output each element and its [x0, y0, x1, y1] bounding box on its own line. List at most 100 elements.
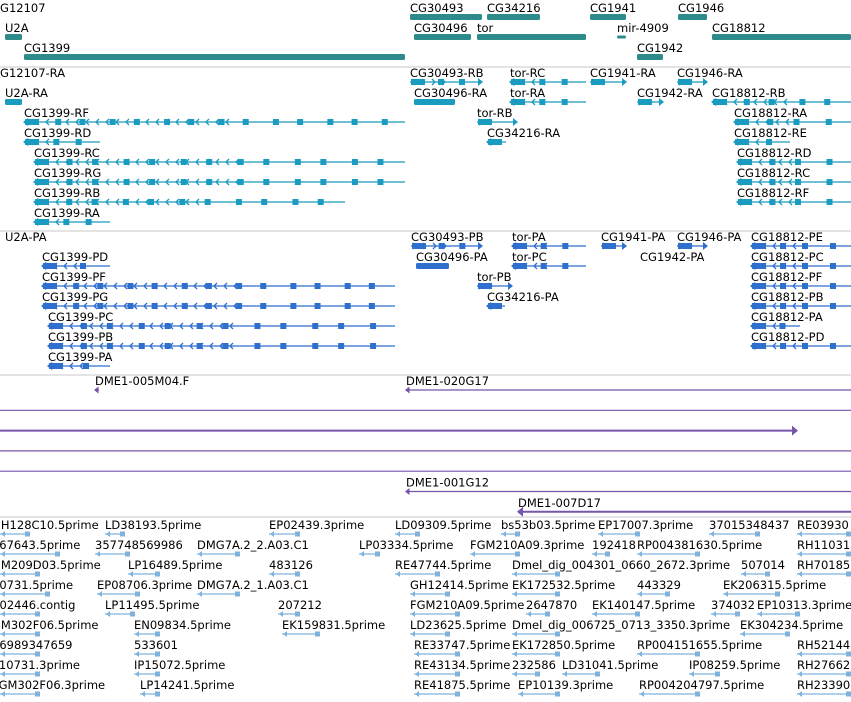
- feature-ests[interactable]: LP03334.5prime: [359, 538, 453, 557]
- feature-ests[interactable]: FGM302F06.3prime: [0, 678, 105, 697]
- feature-transcripts-2[interactable]: CG30496-PA: [416, 250, 488, 269]
- feature-transcripts-2[interactable]: tor-PB: [477, 270, 513, 290]
- feature-transcripts-2[interactable]: CG18812-PD: [750, 330, 851, 350]
- feature-ests[interactable]: RE03930: [797, 518, 851, 537]
- feature-ests[interactable]: LD23625.5prime: [410, 618, 506, 637]
- feature-ests[interactable]: RP004151655.5prime: [637, 638, 762, 657]
- feature-bar[interactable]: [24, 54, 405, 60]
- feature-transcripts-1[interactable]: CG1399-RC: [33, 146, 405, 166]
- feature-ests[interactable]: RH27662: [797, 658, 851, 677]
- feature-ests[interactable]: 483126: [269, 558, 313, 577]
- feature-genes[interactable]: CG30496: [414, 21, 471, 40]
- feature-ests[interactable]: EK206315.5prime: [723, 578, 826, 597]
- feature-bar[interactable]: [617, 35, 626, 39]
- feature-transcripts-1[interactable]: CG18812-RA: [733, 106, 851, 126]
- feature-genes[interactable]: CG1942: [637, 41, 683, 60]
- feature-transcripts-1[interactable]: CG30496-RA: [414, 86, 487, 105]
- feature-ests[interactable]: RH11031: [797, 538, 851, 557]
- feature-ests[interactable]: RE33747.5prime: [414, 638, 510, 657]
- feature-ests[interactable]: LD31041.5prime: [562, 658, 658, 677]
- feature-ests[interactable]: 374032: [711, 598, 755, 617]
- feature-genes[interactable]: CG18812: [712, 21, 851, 40]
- feature-genes[interactable]: mir-4909: [617, 21, 669, 39]
- feature-ests[interactable]: LD09309.5prime: [395, 518, 491, 537]
- feature-transcripts-1[interactable]: CG30493-RB: [410, 66, 484, 86]
- feature-transcripts-1[interactable]: CG18812-RB: [711, 86, 851, 106]
- feature-ests[interactable]: GH12414.5prime: [410, 578, 509, 597]
- feature-transcripts-1[interactable]: CG1942-RA: [637, 86, 703, 106]
- feature-ests[interactable]: FGM210A09.5prime: [410, 598, 524, 617]
- feature-transcripts-1[interactable]: CG18812-RE: [733, 126, 807, 146]
- feature-bar[interactable]: [414, 99, 455, 105]
- feature-transcripts-1[interactable]: CG12107-RA: [0, 66, 65, 80]
- feature-ests[interactable]: EP10139.3prime: [518, 678, 613, 697]
- feature-transcripts-1[interactable]: CG1399-RA: [33, 206, 110, 226]
- feature-ests[interactable]: RE41875.5prime: [414, 678, 510, 697]
- feature-genes[interactable]: U2A: [5, 21, 29, 40]
- feature-ests[interactable]: DMG7A.2_2.A03.C1: [197, 538, 309, 557]
- feature-ests[interactable]: EN09834.5prime: [134, 618, 231, 637]
- feature-transcripts-2[interactable]: CG18812-PF: [750, 270, 851, 290]
- feature-transcripts-2[interactable]: CG1399-PF: [41, 270, 395, 290]
- feature-clones[interactable]: DME1-007D17: [517, 496, 851, 517]
- feature-genes[interactable]: CG12107: [0, 1, 46, 15]
- feature-ests[interactable]: EK159831.5prime: [282, 618, 385, 637]
- feature-ests[interactable]: DMG7A.2_1.A03.C1: [197, 578, 309, 597]
- feature-ests[interactable]: P10731.3prime: [0, 658, 80, 677]
- feature-ests[interactable]: EK172850.5prime: [512, 638, 615, 657]
- feature-transcripts-1[interactable]: CG1399-RG: [33, 166, 405, 186]
- feature-transcripts-2[interactable]: CG1942-PA: [640, 250, 705, 264]
- feature-genes[interactable]: tor: [477, 21, 586, 40]
- feature-ests[interactable]: 533601: [134, 638, 178, 657]
- feature-ests[interactable]: RP004204797.5prime: [639, 678, 764, 697]
- feature-bar[interactable]: [477, 34, 586, 40]
- feature-bar[interactable]: [637, 54, 663, 60]
- feature-bar[interactable]: [487, 14, 540, 20]
- feature-ests[interactable]: FGM210A09.3prime: [470, 538, 584, 557]
- feature-transcripts-2[interactable]: CG1399-PB: [47, 330, 395, 350]
- feature-genes[interactable]: CG1399: [24, 41, 405, 60]
- feature-ests[interactable]: E67643.5prime: [0, 538, 80, 557]
- feature-ests[interactable]: 207212: [278, 598, 322, 617]
- feature-ests[interactable]: 232586: [512, 658, 556, 677]
- feature-ests[interactable]: EP02439.3prime: [269, 518, 364, 537]
- feature-ests[interactable]: LP16489.5prime: [128, 558, 222, 577]
- feature-transcripts-1[interactable]: CG1941-RA: [590, 66, 656, 86]
- feature-transcripts-2[interactable]: CG30493-PB: [411, 230, 484, 250]
- feature-ests[interactable]: RE43134.5prime: [414, 658, 510, 677]
- feature-ests[interactable]: IP08259.5prime: [689, 658, 780, 677]
- feature-bar[interactable]: [410, 14, 482, 20]
- feature-transcripts-2[interactable]: CG1941-PA: [601, 230, 666, 250]
- feature-ests[interactable]: EP17007.3prime: [598, 518, 693, 537]
- feature-transcripts-2[interactable]: U2A-PA: [5, 230, 47, 244]
- feature-ests[interactable]: RH23390: [797, 678, 851, 697]
- feature-clones[interactable]: DME1-005M04.F: [94, 374, 189, 394]
- feature-ests[interactable]: Dmel_dig_006725_0713_3350.3prime: [512, 618, 730, 637]
- feature-transcripts-1[interactable]: CG1946-RA: [677, 66, 743, 86]
- feature-genes[interactable]: CG1946: [678, 1, 724, 20]
- feature-ests[interactable]: RP004381630.5prime: [637, 538, 762, 557]
- feature-ests[interactable]: LP11495.5prime: [105, 598, 199, 617]
- feature-transcripts-2[interactable]: tor-PA: [511, 230, 586, 250]
- feature-ests[interactable]: GM302F06.5prime: [0, 618, 99, 637]
- feature-ests[interactable]: RH52144: [797, 638, 851, 657]
- feature-bar[interactable]: [416, 263, 449, 269]
- feature-transcripts-2[interactable]: CG1399-PA: [47, 350, 113, 370]
- feature-ests[interactable]: EK304234.5prime: [740, 618, 843, 637]
- feature-transcripts-1[interactable]: CG18812-RF: [736, 186, 851, 206]
- feature-ests[interactable]: bs53b03.5prime: [501, 518, 595, 537]
- feature-clones[interactable]: DME1-001G12: [405, 476, 851, 496]
- feature-transcripts-1[interactable]: CG18812-RC: [736, 166, 851, 186]
- feature-transcripts-2[interactable]: CG18812-PE: [750, 230, 851, 250]
- feature-ests[interactable]: RH70185: [797, 558, 851, 577]
- feature-ests[interactable]: EK172532.5prime: [512, 578, 615, 597]
- feature-transcripts-2[interactable]: CG1399-PD: [41, 250, 110, 270]
- feature-ests[interactable]: 37015348437: [709, 518, 789, 537]
- feature-bar[interactable]: [712, 34, 851, 40]
- feature-transcripts-2[interactable]: CG18812-PA: [750, 310, 823, 330]
- feature-transcripts-1[interactable]: CG34216-RA: [486, 126, 560, 146]
- feature-ests[interactable]: LP14241.5prime: [140, 678, 234, 697]
- feature-transcripts-1[interactable]: CG1399-RB: [33, 186, 345, 206]
- feature-ests[interactable]: EP10313.3prime: [757, 598, 851, 617]
- feature-transcripts-2[interactable]: CG1399-PC: [47, 310, 395, 330]
